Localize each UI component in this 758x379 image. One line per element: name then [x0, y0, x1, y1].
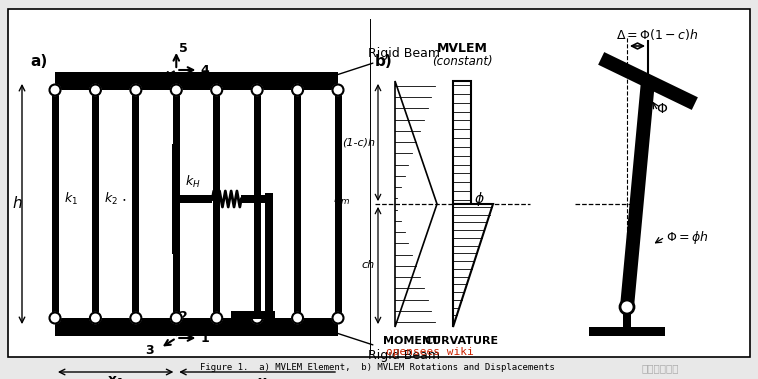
Text: b): b)	[375, 53, 393, 69]
Text: $\Phi = \phi h$: $\Phi = \phi h$	[666, 229, 709, 246]
Bar	[334, 89, 342, 319]
Text: 6: 6	[146, 75, 155, 89]
Circle shape	[130, 313, 141, 324]
Bar	[52, 89, 58, 319]
Circle shape	[252, 85, 262, 96]
Text: (1-c)h: (1-c)h	[342, 138, 375, 147]
Circle shape	[90, 85, 101, 96]
Bar	[92, 89, 99, 319]
Bar	[133, 89, 139, 319]
Polygon shape	[598, 52, 698, 110]
Circle shape	[49, 85, 61, 96]
Bar	[172, 194, 180, 254]
Circle shape	[333, 85, 343, 96]
Text: $\phi$: $\phi$	[474, 190, 484, 208]
Circle shape	[252, 313, 262, 324]
Polygon shape	[620, 80, 655, 308]
Text: $k_H$: $k_H$	[185, 174, 201, 190]
Text: Rigid Beam: Rigid Beam	[322, 327, 440, 362]
Text: MOMENT: MOMENT	[383, 336, 439, 346]
Bar	[241, 195, 269, 203]
Text: opensees wiki: opensees wiki	[386, 347, 474, 357]
Text: 2: 2	[180, 310, 188, 323]
Text: 4: 4	[200, 64, 209, 77]
Circle shape	[292, 85, 303, 96]
Bar	[55, 72, 338, 90]
Text: (constant): (constant)	[432, 55, 492, 69]
Bar	[294, 89, 301, 319]
Bar	[172, 194, 180, 254]
Text: $\Delta = \Phi(1-c)h$: $\Delta = \Phi(1-c)h$	[616, 27, 699, 41]
Text: $\cdot$: $\cdot$	[131, 191, 136, 207]
Bar	[55, 318, 338, 336]
Circle shape	[49, 313, 61, 324]
Circle shape	[171, 313, 182, 324]
Bar	[173, 89, 180, 319]
Text: $\mathbf{x}$: $\mathbf{x}$	[257, 375, 268, 379]
Circle shape	[171, 85, 182, 96]
Bar	[453, 81, 471, 204]
Polygon shape	[395, 81, 437, 327]
Bar	[254, 89, 261, 319]
Bar	[172, 144, 180, 199]
Text: $\cdot$: $\cdot$	[241, 191, 246, 207]
Text: $\cdot$: $\cdot$	[208, 191, 214, 207]
Text: $\cdot$: $\cdot$	[121, 191, 126, 207]
Text: MVLEM: MVLEM	[437, 42, 487, 55]
Text: 1: 1	[200, 332, 209, 345]
Text: $k_1$: $k_1$	[64, 191, 78, 207]
Text: 3: 3	[146, 343, 155, 357]
Text: 5: 5	[180, 41, 188, 55]
Bar	[213, 89, 221, 319]
Text: Rigid Beam: Rigid Beam	[322, 47, 440, 80]
Text: $\Phi$: $\Phi$	[656, 102, 668, 116]
Bar	[265, 193, 274, 319]
Circle shape	[333, 313, 343, 324]
Circle shape	[292, 313, 303, 324]
Circle shape	[130, 85, 141, 96]
Text: $\mathbf{x_1}$: $\mathbf{x_1}$	[107, 375, 124, 379]
Bar	[623, 308, 631, 336]
Text: $k_2$: $k_2$	[105, 191, 118, 207]
Text: 小同人工作室: 小同人工作室	[641, 363, 678, 373]
Text: Figure 1.  a) MVLEM Element,  b) MVLEM Rotations and Displacements: Figure 1. a) MVLEM Element, b) MVLEM Rot…	[200, 363, 555, 373]
Circle shape	[90, 313, 101, 324]
Text: $\cdot$: $\cdot$	[255, 191, 261, 207]
Bar	[172, 195, 212, 203]
Text: ch: ch	[362, 260, 375, 271]
Text: $\cdot$: $\cdot$	[224, 191, 229, 207]
Circle shape	[211, 313, 222, 324]
Polygon shape	[453, 204, 493, 327]
Text: a): a)	[30, 53, 47, 69]
Text: CURVATURE: CURVATURE	[425, 336, 499, 346]
Bar	[589, 327, 665, 336]
Bar	[231, 311, 275, 319]
Circle shape	[620, 300, 634, 314]
Text: h: h	[12, 196, 22, 211]
Text: $k_m$: $k_m$	[333, 191, 350, 207]
Circle shape	[211, 85, 222, 96]
